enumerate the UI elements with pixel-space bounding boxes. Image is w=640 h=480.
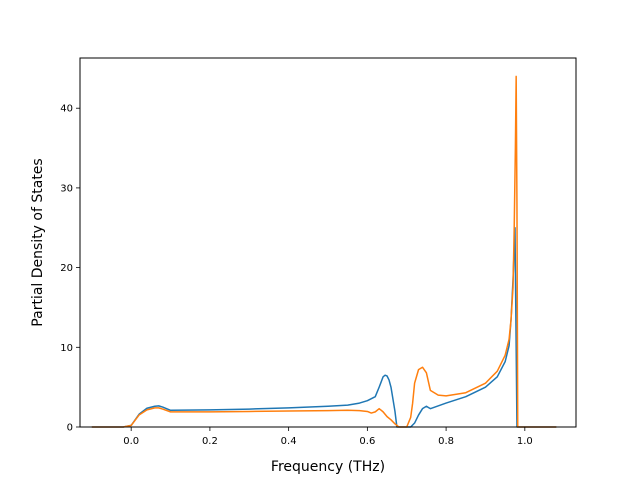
x-tick-label: 0.4	[281, 436, 297, 447]
x-axis-label: Frequency (THz)	[271, 459, 385, 475]
series-layer	[91, 75, 557, 428]
y-tick-label: 40	[60, 104, 73, 115]
x-tick-label: 0.0	[123, 436, 139, 447]
plot-frame	[79, 57, 577, 428]
series-line-1	[91, 227, 557, 428]
x-tick-label: 0.2	[202, 436, 218, 447]
y-axis-ticks: 0 10 20 30 40	[60, 104, 80, 434]
series-line-2	[91, 75, 557, 428]
x-tick-label: 0.8	[438, 436, 454, 447]
x-axis-ticks: 0.0 0.2 0.4 0.6 0.8 1.0	[123, 427, 533, 447]
y-axis-label: Partial Density of States	[30, 158, 46, 326]
x-tick-label: 1.0	[517, 436, 533, 447]
y-tick-label: 0	[67, 423, 73, 434]
y-tick-label: 30	[60, 183, 73, 194]
x-tick-label: 0.6	[359, 436, 375, 447]
y-tick-label: 10	[60, 343, 73, 354]
y-tick-label: 20	[60, 263, 73, 274]
